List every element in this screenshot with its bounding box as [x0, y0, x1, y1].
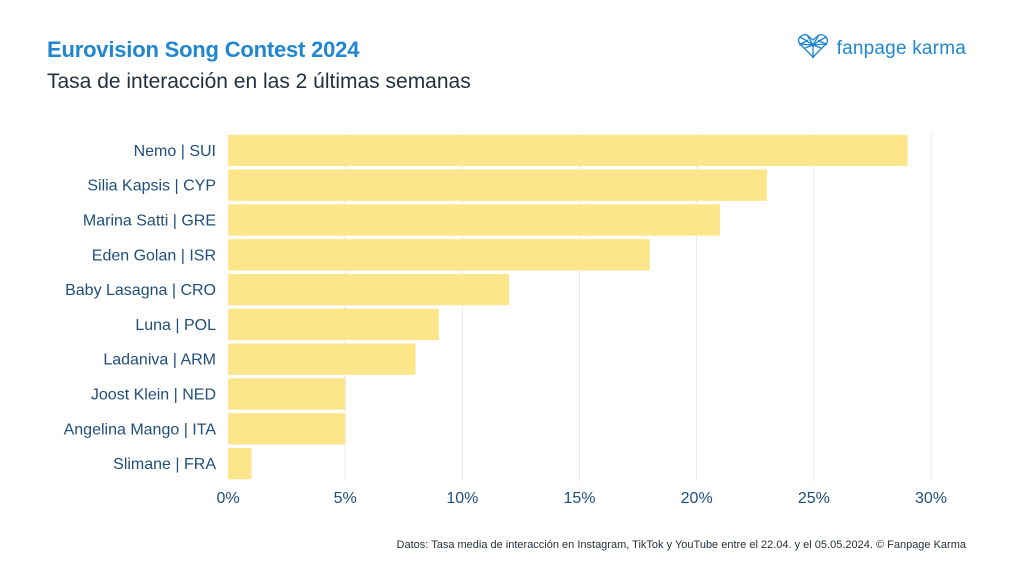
- x-tick-label: 0%: [216, 490, 239, 507]
- bar: [228, 239, 650, 271]
- footnote: Datos: Tasa media de interacción en Inst…: [396, 539, 966, 551]
- bar: [228, 134, 908, 167]
- category-label: Baby Lasagna | CRO: [65, 282, 216, 299]
- bar: [228, 343, 416, 375]
- bar: [228, 378, 346, 410]
- x-tick-label: 10%: [446, 490, 478, 507]
- bar: [228, 169, 767, 201]
- category-label: Luna | POL: [135, 317, 216, 334]
- x-tick-label: 5%: [334, 490, 357, 507]
- brand-name: fanpage karma: [836, 37, 966, 59]
- bar: [228, 273, 510, 306]
- category-label: Marina Satti | GRE: [83, 213, 216, 230]
- chart-subtitle: Tasa de interacción en las 2 últimas sem…: [47, 70, 471, 93]
- category-label: Angelina Mango | ITA: [64, 421, 217, 438]
- category-label: Slimane | FRA: [113, 456, 216, 473]
- category-label: Nemo | SUI: [134, 143, 216, 160]
- category-label: Ladaniva | ARM: [103, 352, 216, 369]
- bar: [228, 447, 252, 480]
- x-tick-label: 25%: [798, 490, 830, 507]
- x-tick-label: 20%: [681, 490, 713, 507]
- x-tick-label: 15%: [563, 490, 595, 507]
- category-label: Silia Kapsis | CYP: [87, 178, 216, 195]
- chart-title: Eurovision Song Contest 2024: [47, 37, 360, 62]
- brand-logo: fanpage karma: [797, 33, 966, 64]
- heart-network-icon: [797, 33, 829, 64]
- x-tick-label: 30%: [915, 490, 947, 507]
- category-label: Eden Golan | ISR: [92, 247, 216, 264]
- bar: [228, 204, 721, 236]
- bar: [228, 308, 439, 341]
- category-label: Joost Klein | NED: [91, 387, 216, 404]
- bar: [228, 413, 346, 445]
